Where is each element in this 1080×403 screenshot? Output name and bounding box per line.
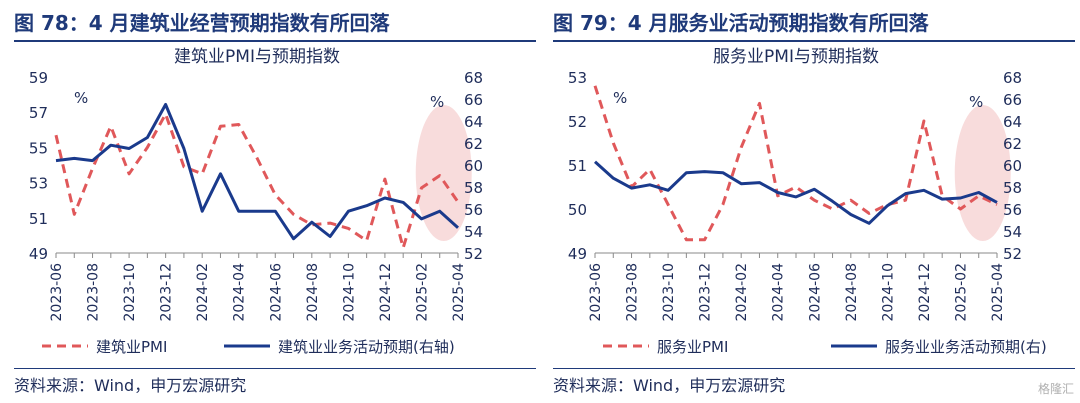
left-tick-label: 59	[29, 69, 48, 87]
right-tick-label: 62	[464, 135, 483, 153]
legend-label: 服务业业务活动预期(右)	[885, 338, 1047, 356]
x-tick-label: 2025-02	[953, 263, 969, 322]
x-tick-label: 2024-06	[268, 263, 284, 322]
figure-title: 图 79：4 月服务业活动预期指数有所回落	[553, 11, 929, 35]
right-tick-label: 64	[464, 113, 483, 131]
x-tick-label: 2023-08	[86, 263, 102, 322]
left-tick-label: 55	[29, 139, 48, 157]
legend-label: 建筑业PMI	[96, 338, 167, 356]
chart-title: 建筑业PMI与预期指数	[174, 47, 340, 67]
title-rule	[553, 40, 1075, 42]
watermark: 格隆汇	[1037, 382, 1074, 396]
highlight-ellipse	[415, 105, 472, 241]
left-tick-label: 53	[29, 175, 48, 193]
right-tick-label: 66	[1003, 91, 1022, 109]
left-tick-label: 51	[29, 210, 48, 228]
chart-panel-construction: 图 78：4 月建筑业经营预期指数有所回落 建筑业PMI与预期指数 49 51 53 5…	[14, 0, 536, 403]
x-tick-label: 2024-10	[341, 263, 357, 322]
right-tick-label: 56	[1003, 201, 1022, 219]
x-tick-label: 2025-04	[990, 263, 1006, 322]
left-tick-label: 52	[568, 113, 587, 131]
x-tick-label: 2023-08	[625, 263, 641, 322]
source-rule	[14, 368, 536, 369]
x-tick-label: 2025-04	[451, 263, 467, 322]
right-tick-label: 54	[464, 223, 483, 241]
x-tick-label: 2024-10	[880, 263, 896, 322]
right-tick-label: 60	[1003, 157, 1022, 175]
x-tick-label: 2023-10	[661, 263, 677, 322]
source-note: 资料来源：Wind，申万宏源研究	[553, 376, 786, 395]
figure-title: 图 78：4 月建筑业经营预期指数有所回落	[14, 11, 390, 35]
pmi-line	[54, 112, 460, 250]
x-tick-label: 2023-06	[588, 263, 604, 322]
right-unit-label: %	[969, 93, 983, 111]
right-unit-label: %	[430, 93, 444, 111]
chart-title: 服务业PMI与预期指数	[713, 47, 879, 67]
right-tick-label: 60	[464, 157, 483, 175]
left-tick-label: 50	[568, 201, 587, 219]
x-tick-label: 2024-02	[734, 263, 750, 322]
right-tick-label: 62	[1003, 135, 1022, 153]
source-note: 资料来源：Wind，申万宏源研究	[14, 376, 247, 395]
x-tick-label: 2024-06	[807, 263, 823, 322]
x-tick-label: 2024-02	[195, 263, 211, 322]
x-tick-label: 2024-12	[378, 263, 394, 322]
x-tick-label: 2024-08	[305, 263, 321, 322]
right-tick-label: 68	[1003, 69, 1022, 87]
x-tick-label: 2024-12	[917, 263, 933, 322]
expectation-line	[55, 103, 460, 241]
x-tick-label: 2023-10	[122, 263, 138, 322]
pmi-line	[593, 85, 998, 242]
title-rule	[14, 40, 536, 42]
right-tick-label: 52	[1003, 245, 1022, 263]
x-tick-label: 2024-08	[844, 263, 860, 322]
legend-label: 服务业PMI	[657, 338, 728, 356]
left-tick-label: 49	[568, 245, 587, 263]
right-tick-label: 68	[464, 69, 483, 87]
construction-chart: 建筑业PMI与预期指数 49 51 53 55 57 59 52 54 56 58 60 62 64 66 6…	[29, 47, 483, 356]
x-tick-label: 2025-02	[414, 263, 430, 322]
left-tick-label: 53	[568, 69, 587, 87]
chart-panel-services: 图 79：4 月服务业活动预期指数有所回落 服务业PMI与预期指数 49 50 51 5…	[553, 0, 1075, 403]
left-tick-label: 57	[29, 104, 48, 122]
left-unit-label: %	[74, 89, 88, 107]
x-tick-label: 2023-12	[159, 263, 175, 322]
right-tick-label: 56	[464, 201, 483, 219]
right-tick-label: 52	[464, 245, 483, 263]
right-tick-label: 54	[1003, 223, 1022, 241]
left-tick-label: 51	[568, 157, 587, 175]
x-tick-label: 2023-12	[698, 263, 714, 322]
left-tick-label: 49	[29, 245, 48, 263]
x-tick-label: 2024-04	[232, 263, 248, 322]
services-chart: 服务业PMI与预期指数 49 50 51 52 53 52 54 56 58 60 62 64 66 68%…	[568, 47, 1047, 356]
right-tick-label: 66	[464, 91, 483, 109]
left-unit-label: %	[613, 89, 627, 107]
source-rule	[553, 368, 1075, 369]
right-tick-label: 64	[1003, 113, 1022, 131]
x-tick-label: 2023-06	[49, 263, 65, 322]
highlight-ellipse	[954, 105, 1011, 241]
expectation-line	[593, 160, 998, 225]
x-tick-label: 2024-04	[771, 263, 787, 322]
legend-label: 建筑业业务活动预期(右轴)	[278, 338, 455, 356]
right-tick-label: 58	[464, 179, 483, 197]
right-tick-label: 58	[1003, 179, 1022, 197]
